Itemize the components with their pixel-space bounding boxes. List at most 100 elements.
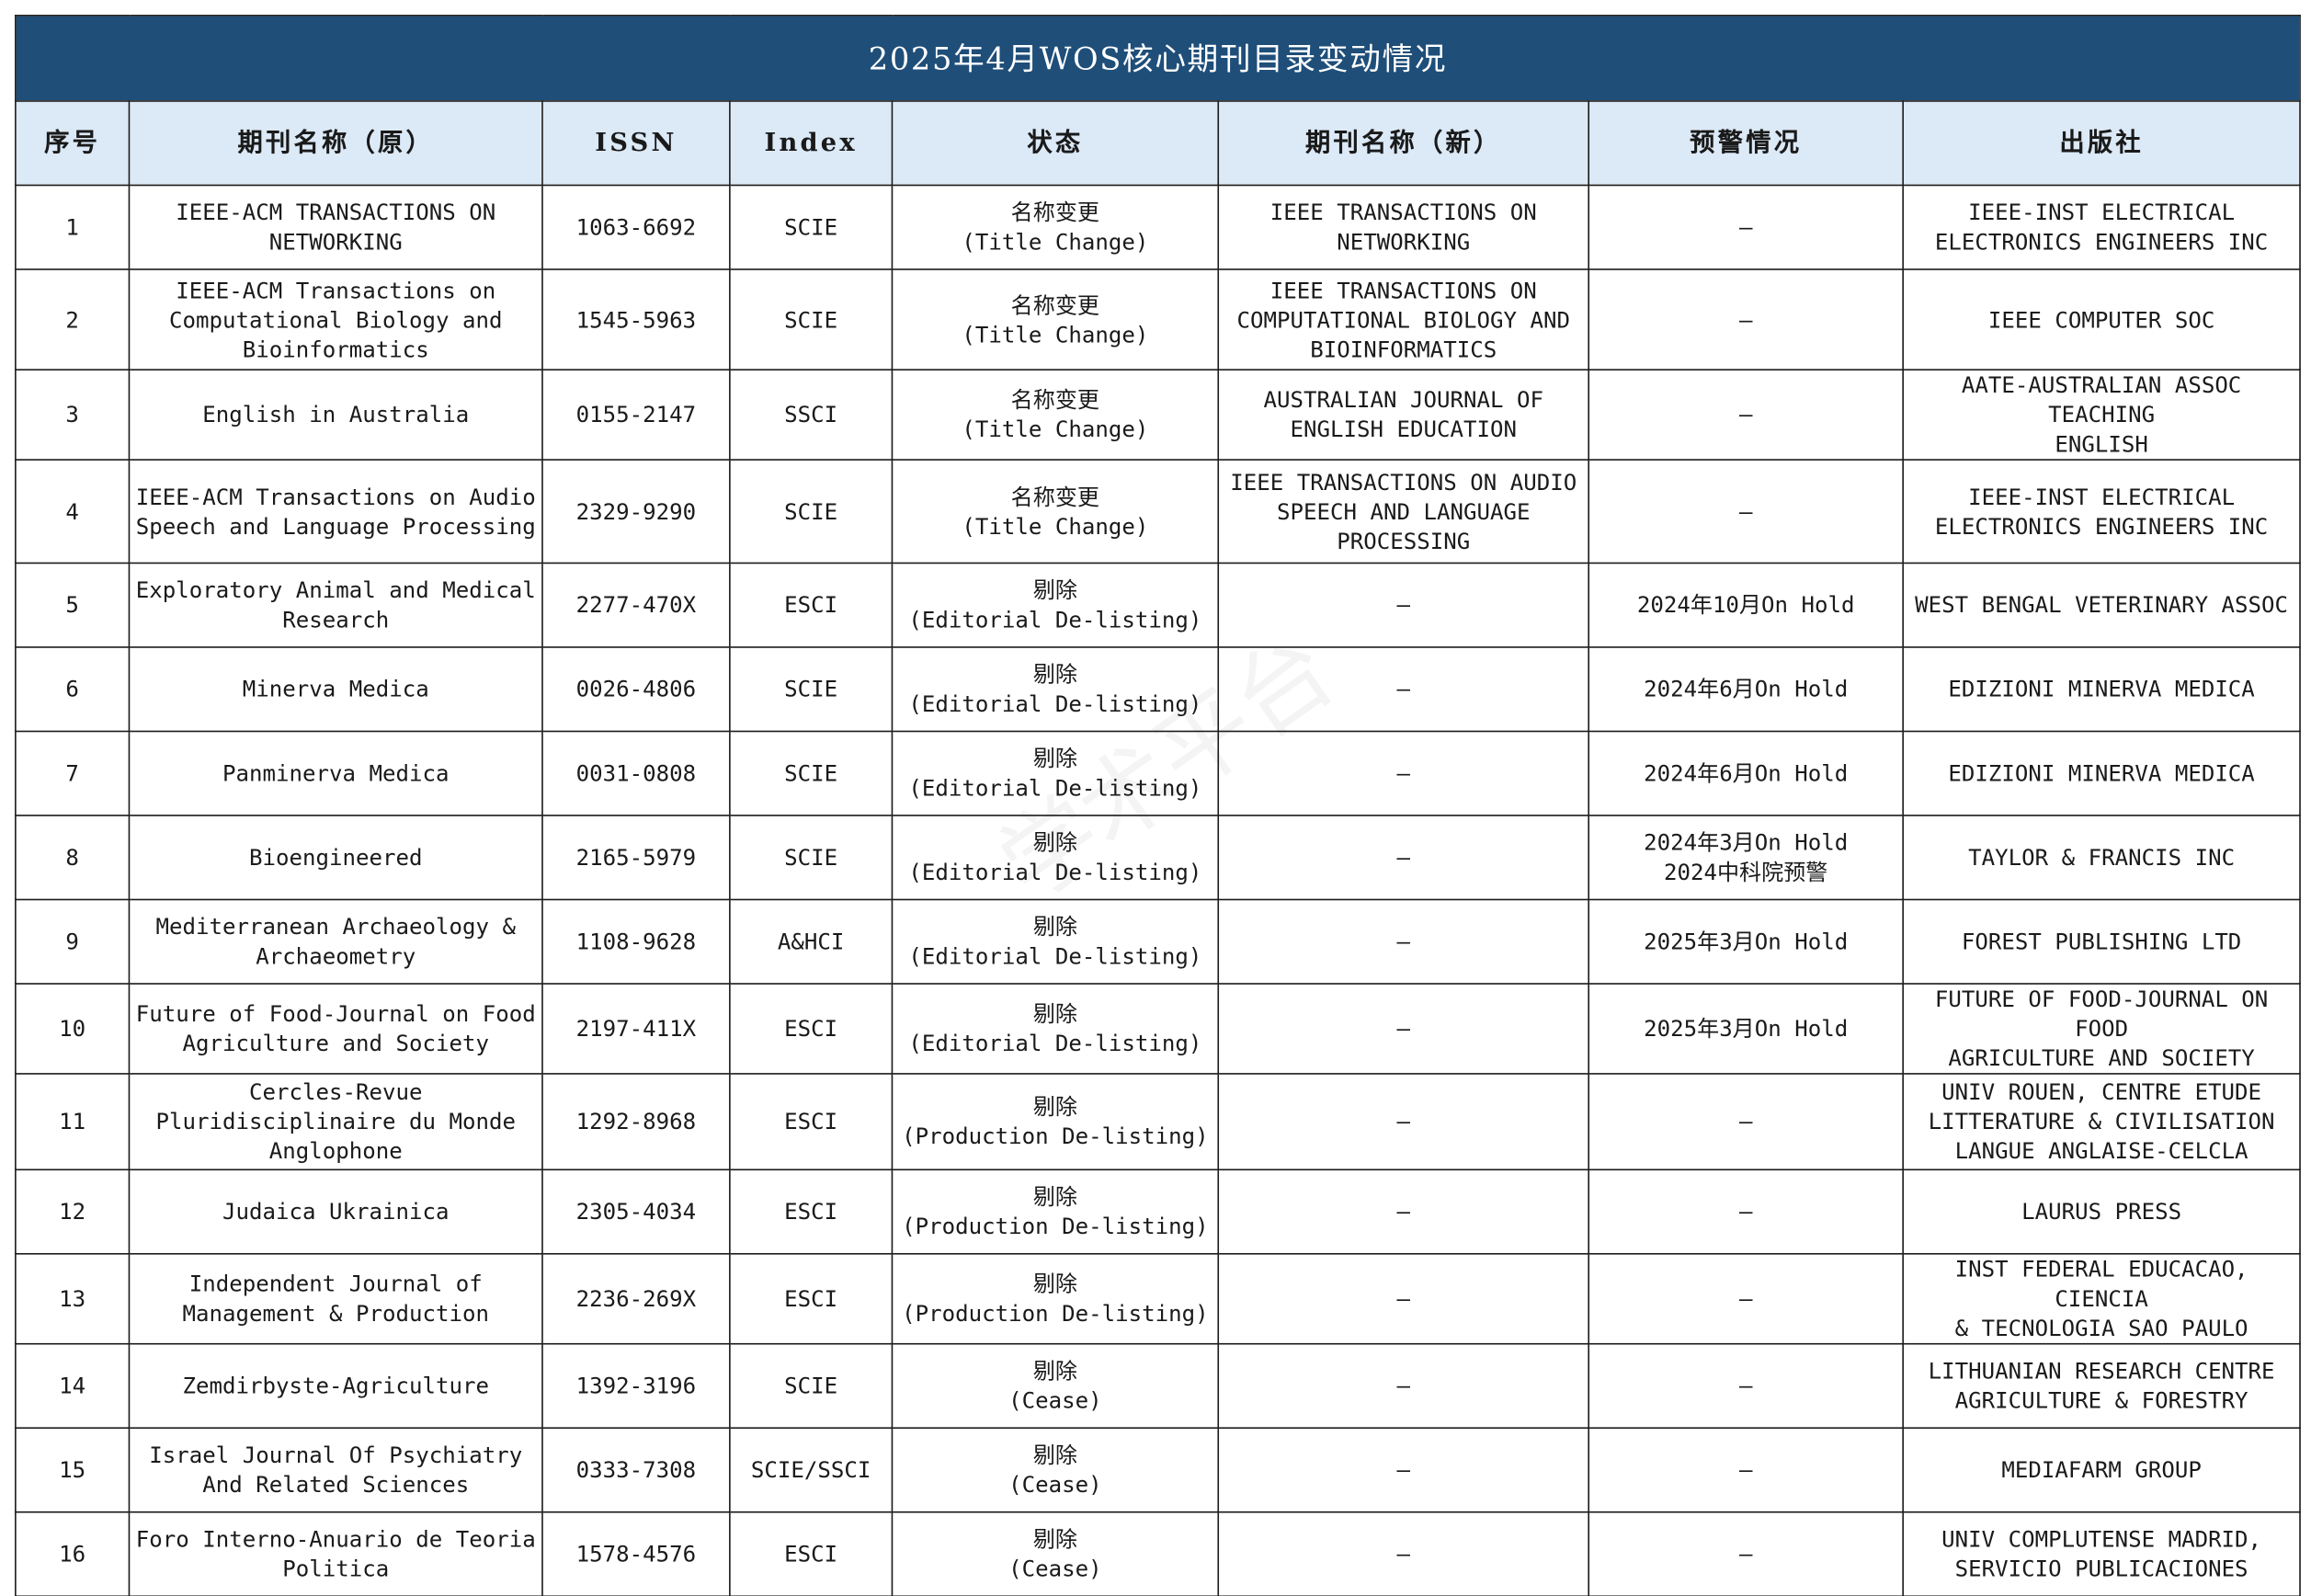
cell-status-text: 名称变更 (Title Change) xyxy=(962,199,1149,256)
table-row: 7 Panminerva Medica 0031-0808 SCIE 剔除 (Edito… xyxy=(15,730,2301,816)
cell-new-name-text: — xyxy=(1396,1198,1410,1226)
cell-old-name-text: Future of Food-Journal on Food Agricultu… xyxy=(135,1000,536,1057)
cell-index: ESCI xyxy=(729,1252,894,1345)
cell-old-name: Exploratory Animal and Medical Research xyxy=(128,562,543,648)
cell-index-text: ESCI xyxy=(784,1108,838,1135)
cell-issn-text: 1292-8968 xyxy=(575,1108,697,1135)
cell-publisher-text: FUTURE OF FOOD-JOURNAL ON FOOD AGRICULTU… xyxy=(1934,986,2269,1072)
cell-issn: 2329-9290 xyxy=(541,459,731,564)
table-row: 3 English in Australia 0155-2147 SSCI 名称变更 (… xyxy=(15,369,2301,461)
cell-new-name-text: — xyxy=(1396,1456,1410,1484)
cell-issn: 0333-7308 xyxy=(541,1427,731,1513)
cell-status: 剔除 (Editorial De-listing) xyxy=(891,646,1220,733)
cell-status-text: 剔除 (Editorial De-listing) xyxy=(908,576,1202,633)
cell-new-name-text: — xyxy=(1396,1373,1410,1399)
cell-warning: 2025年3月On Hold xyxy=(1588,898,1904,985)
cell-old-name: Minerva Medica xyxy=(128,646,543,733)
cell-warning-text: 2024年3月On Hold 2024中科院预警 xyxy=(1644,829,1849,886)
cell-old-name: IEEE-ACM Transactions on Audio Speech an… xyxy=(128,459,543,564)
cell-new-name-text: — xyxy=(1396,759,1410,787)
cell-new-name: — xyxy=(1217,815,1590,901)
cell-status-text: 剔除 (Editorial De-listing) xyxy=(908,1000,1202,1057)
cell-warning-text: 2024年6月On Hold xyxy=(1644,676,1849,703)
cell-warning-text: — xyxy=(1738,1285,1753,1313)
cell-issn-text: 2236-269X xyxy=(575,1285,697,1313)
cell-publisher-text: EDIZIONI MINERVA MEDICA xyxy=(1948,676,2255,703)
cell-publisher: AATE-AUSTRALIAN ASSOC TEACHING ENGLISH xyxy=(1902,369,2301,461)
cell-index-text: ESCI xyxy=(784,591,838,619)
cell-status-text: 名称变更 (Title Change) xyxy=(962,386,1149,443)
cell-old-name: Panminerva Medica xyxy=(128,730,543,816)
cell-warning-text: — xyxy=(1738,1456,1753,1484)
cell-new-name-text: — xyxy=(1396,844,1410,872)
cell-new-name: — xyxy=(1217,983,1590,1075)
cell-issn-text: 1063-6692 xyxy=(575,213,697,241)
cell-publisher: FOREST PUBLISHING LTD xyxy=(1902,898,2301,985)
cell-publisher: IEEE-INST ELECTRICAL ELECTRONICS ENGINEE… xyxy=(1902,459,2301,564)
cell-publisher-text: UNIV COMPLUTENSE MADRID, SERVICIO PUBLIC… xyxy=(1941,1525,2262,1582)
cell-status: 名称变更 (Title Change) xyxy=(891,268,1220,370)
cell-new-name: — xyxy=(1217,1073,1590,1171)
cell-no-text: 9 xyxy=(65,928,79,955)
cell-no-text: 7 xyxy=(65,759,79,787)
cell-publisher: UNIV ROUEN, CENTRE ETUDE LITTERATURE & C… xyxy=(1902,1073,2301,1171)
cell-no-text: 10 xyxy=(59,1015,86,1043)
cell-new-name: — xyxy=(1217,1342,1590,1430)
cell-warning: — xyxy=(1588,1168,1904,1255)
cell-no-text: 12 xyxy=(59,1198,86,1226)
cell-issn: 2197-411X xyxy=(541,983,731,1075)
cell-old-name: Mediterranean Archaeology & Archaeometry xyxy=(128,898,543,985)
cell-old-name-text: Panminerva Medica xyxy=(222,759,450,787)
cell-publisher: MEDIAFARM GROUP xyxy=(1902,1427,2301,1513)
cell-warning: — xyxy=(1588,268,1904,370)
cell-issn-text: 0026-4806 xyxy=(575,676,697,703)
cell-status-text: 剔除 (Editorial De-listing) xyxy=(908,913,1202,970)
cell-no-text: 14 xyxy=(59,1373,86,1399)
journal-change-table: 2025年4月WOS核心期刊目录变动情况 序号 期刊名称（原） ISSN Ind… xyxy=(15,15,2301,1596)
cell-old-name: Independent Journal of Management & Prod… xyxy=(128,1252,543,1345)
cell-no: 8 xyxy=(15,815,131,901)
table-row: 11 Cercles-Revue Pluridisciplinaire du Mo… xyxy=(15,1073,2301,1171)
cell-new-name: — xyxy=(1217,1427,1590,1513)
cell-warning: 2024年3月On Hold 2024中科院预警 xyxy=(1588,815,1904,901)
cell-issn-text: 2329-9290 xyxy=(575,497,697,525)
cell-status: 剔除 (Cease) xyxy=(891,1342,1220,1430)
cell-status-text: 剔除 (Cease) xyxy=(1008,1525,1102,1582)
cell-index-text: SCIE xyxy=(784,844,838,872)
cell-issn-text: 1545-5963 xyxy=(575,306,697,334)
cell-new-name-text: — xyxy=(1396,1541,1410,1568)
cell-warning-text: — xyxy=(1738,1541,1753,1568)
cell-publisher-text: TAYLOR & FRANCIS INC xyxy=(1968,844,2236,872)
table-title: 2025年4月WOS核心期刊目录变动情况 xyxy=(15,15,2301,102)
cell-status-text: 剔除 (Editorial De-listing) xyxy=(908,745,1202,802)
cell-no: 12 xyxy=(15,1168,131,1255)
cell-new-name-text: — xyxy=(1396,1108,1410,1135)
cell-no: 6 xyxy=(15,646,131,733)
cell-warning: — xyxy=(1588,369,1904,461)
cell-index: SCIE/SSCI xyxy=(729,1427,894,1513)
cell-publisher: WEST BENGAL VETERINARY ASSOC xyxy=(1902,562,2301,648)
cell-publisher-text: INST FEDERAL EDUCACAO, CIENCIA & TECNOLO… xyxy=(1954,1256,2248,1342)
cell-index: ESCI xyxy=(729,983,894,1075)
cell-warning-text: — xyxy=(1738,1373,1753,1399)
cell-index-text: SCIE/SSCI xyxy=(750,1456,871,1484)
cell-old-name-text: Independent Journal of Management & Prod… xyxy=(182,1271,489,1328)
cell-index: SCIE xyxy=(729,268,894,370)
cell-publisher-text: MEDIAFARM GROUP xyxy=(2001,1456,2202,1484)
cell-index: ESCI xyxy=(729,1510,894,1596)
cell-issn-text: 2197-411X xyxy=(575,1015,697,1043)
cell-issn: 0026-4806 xyxy=(541,646,731,733)
cell-old-name: IEEE-ACM Transactions on Computational B… xyxy=(128,268,543,370)
cell-status-text: 剔除 (Editorial De-listing) xyxy=(908,661,1202,718)
cell-new-name: IEEE TRANSACTIONS ON COMPUTATIONAL BIOLO… xyxy=(1217,268,1590,370)
header-publisher: 出版社 xyxy=(1902,100,2301,187)
cell-no-text: 2 xyxy=(65,306,79,334)
cell-no: 15 xyxy=(15,1427,131,1513)
cell-publisher-text: IEEE COMPUTER SOC xyxy=(1987,306,2215,334)
cell-status: 剔除 (Production De-listing) xyxy=(891,1073,1220,1171)
table-row: 2 IEEE-ACM Transactions on Computational … xyxy=(15,268,2301,370)
cell-no: 16 xyxy=(15,1510,131,1596)
cell-no-text: 5 xyxy=(65,591,79,619)
cell-warning: — xyxy=(1588,1073,1904,1171)
cell-status-text: 名称变更 (Title Change) xyxy=(962,483,1149,540)
